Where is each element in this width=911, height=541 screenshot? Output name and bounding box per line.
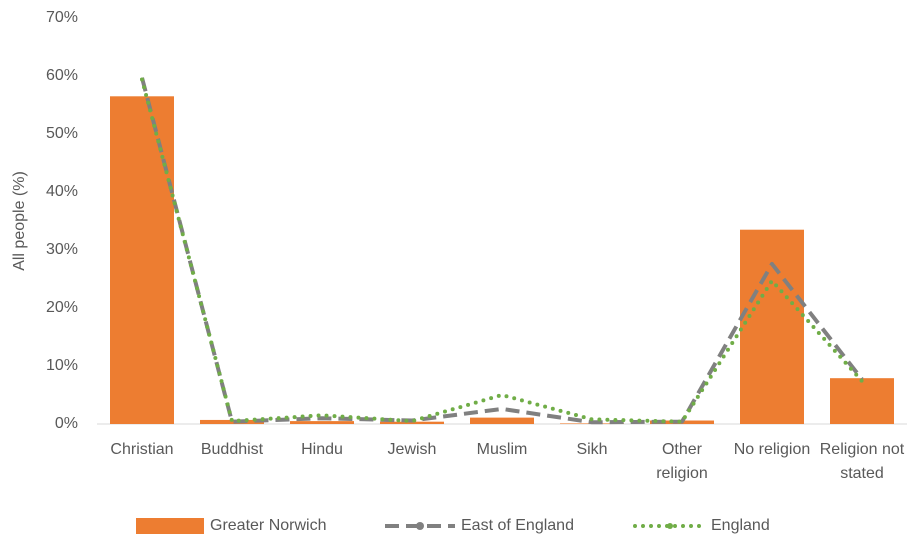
x-tick-label: Hindu [301,441,343,458]
x-tick-label: No religion [733,441,811,458]
x-tick-label: Religion not stated [819,441,905,482]
bar [200,419,264,424]
y-tick-label: 10% [46,357,78,374]
legend-label: East of England [461,517,574,534]
bar [740,229,804,424]
y-tick-label: 30% [46,241,78,258]
legend-swatch [136,518,204,534]
legend-label: England [711,517,770,534]
x-tick-label: Christian [110,441,174,458]
x-tick-label: Buddhist [200,441,264,458]
x-tick-label: Muslim [476,441,528,458]
y-tick-label: 40% [46,183,78,200]
x-tick-label: Other religion [656,441,708,482]
bar [380,421,444,424]
bar [830,378,894,424]
x-tick-label: Sikh [576,441,608,458]
legend-marker [416,522,424,530]
legend-label: Greater Norwich [210,517,326,534]
y-axis-title: All people (%) [11,171,28,271]
y-tick-label: 50% [46,125,78,142]
y-tick-label: 0% [55,415,78,432]
bar [110,96,174,425]
y-tick-label: 60% [46,67,78,84]
bar [290,421,354,424]
y-tick-label: 20% [46,299,78,316]
legend-marker [667,523,673,529]
line-series [140,77,864,424]
y-tick-label: 70% [46,9,78,26]
bar [470,417,534,424]
x-tick-label: Jewish [387,441,437,458]
